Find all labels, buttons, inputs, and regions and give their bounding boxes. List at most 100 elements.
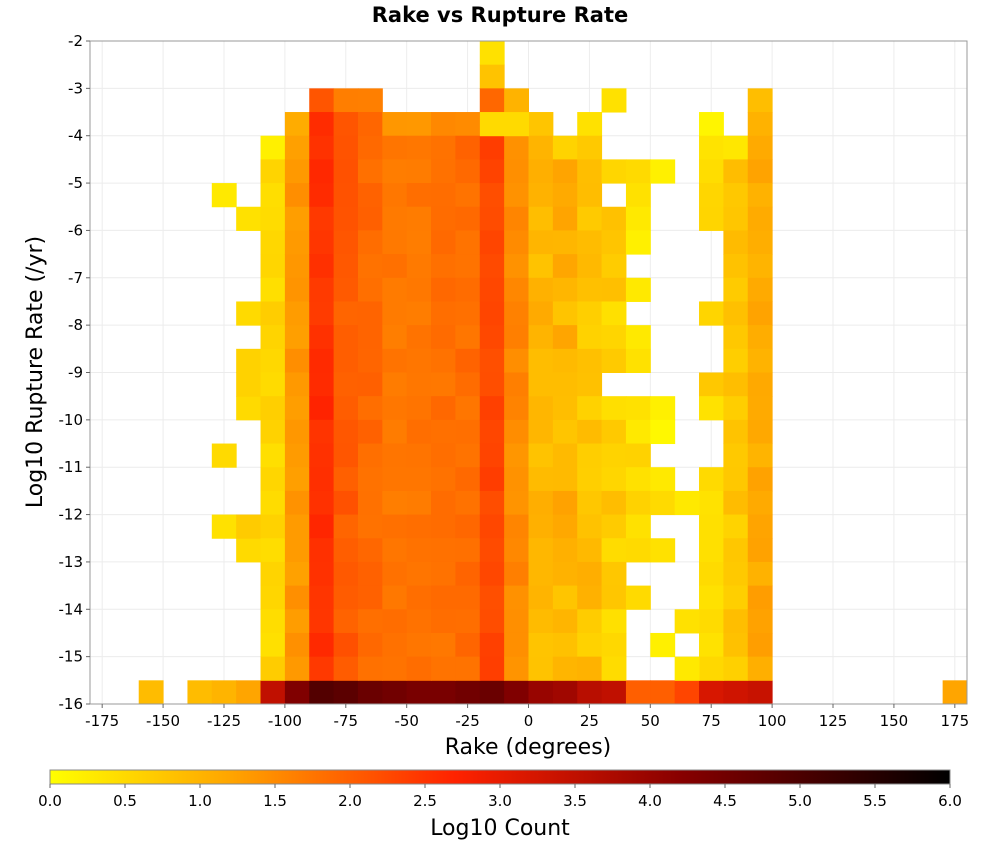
- heatmap-cell: [699, 183, 724, 208]
- heatmap-cell: [479, 467, 505, 492]
- heatmap-cell: [382, 112, 408, 137]
- heatmap-cell: [747, 585, 773, 610]
- heatmap-cell: [284, 277, 310, 302]
- heatmap-cell: [528, 396, 554, 421]
- heatmap-cell: [552, 301, 578, 326]
- heatmap-cell: [699, 656, 724, 681]
- heatmap-cell: [431, 396, 456, 421]
- heatmap-cell: [431, 159, 456, 184]
- heatmap-cell: [382, 230, 408, 255]
- heatmap-cell: [650, 680, 676, 705]
- heatmap-cell: [504, 632, 529, 658]
- x-tick-label: 100: [758, 712, 787, 730]
- heatmap-cell: [236, 396, 262, 421]
- heatmap-cell: [552, 609, 578, 634]
- heatmap-cell: [284, 585, 310, 610]
- heatmap-cell: [431, 277, 456, 302]
- heatmap-cell: [357, 183, 383, 208]
- heatmap-cell: [747, 467, 773, 492]
- heatmap-cell: [260, 561, 286, 587]
- heatmap-cell: [260, 277, 286, 302]
- heatmap-cell: [382, 419, 408, 445]
- heatmap-cell: [455, 206, 481, 231]
- heatmap-cell: [431, 680, 456, 705]
- heatmap-cell: [528, 467, 554, 492]
- heatmap-cell: [284, 396, 310, 421]
- heatmap-cell: [406, 396, 432, 421]
- heatmap-cell: [552, 538, 578, 563]
- heatmap-cell: [406, 538, 432, 563]
- heatmap-cell: [504, 301, 529, 326]
- heatmap-cell: [747, 609, 773, 634]
- heatmap-cell: [747, 301, 773, 326]
- heatmap-cell: [333, 396, 359, 421]
- heatmap-cell: [357, 585, 383, 610]
- heatmap-cell: [187, 680, 213, 705]
- heatmap-cell: [699, 301, 724, 326]
- heatmap-cell: [747, 561, 773, 587]
- heatmap-cell: [479, 396, 505, 421]
- heatmap-cell: [723, 419, 749, 445]
- heatmap-cell: [357, 609, 383, 634]
- heatmap-cell: [528, 112, 554, 137]
- heatmap-cell: [504, 348, 529, 373]
- heatmap-cell: [577, 656, 603, 681]
- heatmap-cell: [479, 254, 505, 279]
- heatmap-cell: [747, 632, 773, 658]
- heatmap-cell: [236, 206, 262, 231]
- heatmap-cell: [552, 514, 578, 539]
- heatmap-cell: [333, 561, 359, 587]
- heatmap-cell: [479, 325, 505, 350]
- heatmap-cell: [333, 514, 359, 539]
- heatmap-cell: [406, 372, 432, 397]
- heatmap-cell: [504, 325, 529, 350]
- heatmap-cell: [699, 561, 724, 587]
- heatmap-cell: [504, 656, 529, 681]
- y-tick-label: -14: [59, 600, 84, 618]
- heatmap-cell: [625, 183, 651, 208]
- heatmap-cell: [625, 585, 651, 610]
- heatmap-cell: [357, 277, 383, 302]
- heatmap-cell: [431, 467, 456, 492]
- heatmap-cell: [309, 585, 335, 610]
- heatmap-cell: [406, 514, 432, 539]
- heatmap-cell: [309, 656, 335, 681]
- heatmap-cell: [431, 348, 456, 373]
- heatmap-cell: [552, 632, 578, 658]
- heatmap-cell: [260, 585, 286, 610]
- heatmap-cell: [577, 490, 603, 516]
- heatmap-cell: [723, 585, 749, 610]
- heatmap-cell: [479, 680, 505, 705]
- heatmap-cell: [577, 254, 603, 279]
- heatmap-cell: [625, 514, 651, 539]
- heatmap-cell: [406, 561, 432, 587]
- heatmap-cell: [723, 443, 749, 468]
- heatmap-cell: [747, 112, 773, 137]
- heatmap-cell: [528, 159, 554, 184]
- heatmap-cell: [382, 514, 408, 539]
- heatmap-cell: [625, 325, 651, 350]
- x-tick-label: 25: [580, 712, 599, 730]
- colorbar-tick-label: 2.5: [413, 792, 437, 810]
- heatmap-cell: [625, 277, 651, 302]
- heatmap-cell: [357, 230, 383, 255]
- heatmap-cell: [284, 538, 310, 563]
- heatmap-cell: [455, 325, 481, 350]
- heatmap-cell: [528, 609, 554, 634]
- heatmap-cell: [357, 396, 383, 421]
- heatmap-cell: [479, 112, 505, 137]
- heatmap-cell: [723, 656, 749, 681]
- heatmap-cell: [309, 159, 335, 184]
- heatmap-cell: [455, 159, 481, 184]
- y-tick-label: -9: [68, 364, 83, 382]
- heatmap-cell: [431, 206, 456, 231]
- heatmap-cell: [357, 206, 383, 231]
- heatmap-cell: [552, 490, 578, 516]
- heatmap-cell: [699, 585, 724, 610]
- colorbar-tick-label: 4.0: [638, 792, 662, 810]
- heatmap-cell: [260, 254, 286, 279]
- heatmap-cell: [479, 88, 505, 113]
- x-tick-label: 50: [641, 712, 660, 730]
- x-tick-label: 125: [819, 712, 848, 730]
